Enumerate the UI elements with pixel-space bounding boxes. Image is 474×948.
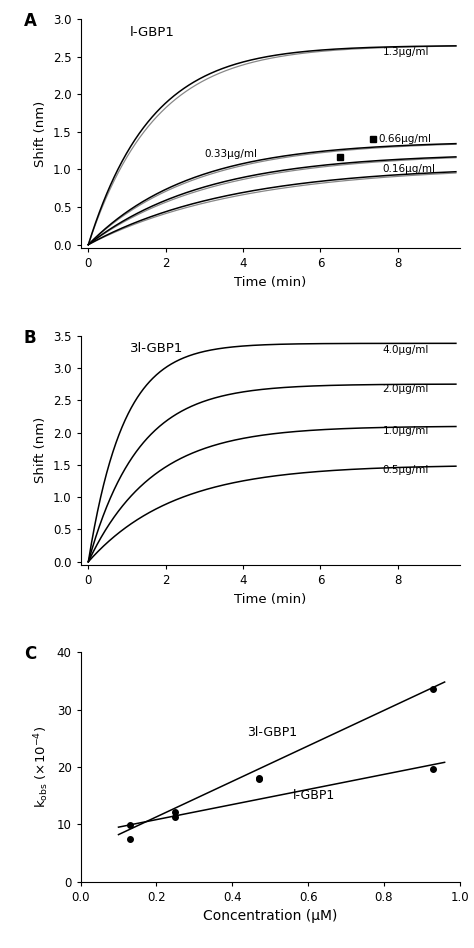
Text: 0.16μg/ml: 0.16μg/ml: [383, 164, 436, 173]
Text: 3l-GBP1: 3l-GBP1: [130, 342, 183, 356]
X-axis label: Time (min): Time (min): [234, 592, 306, 606]
Text: B: B: [24, 329, 36, 347]
X-axis label: Concentration (μM): Concentration (μM): [203, 909, 337, 923]
Text: 0.33μg/ml: 0.33μg/ml: [204, 149, 257, 158]
Y-axis label: k$_\mathrm{obs}$ (×10$^{-4}$): k$_\mathrm{obs}$ (×10$^{-4}$): [32, 726, 51, 808]
Text: A: A: [24, 12, 36, 30]
Text: 0.66μg/ml: 0.66μg/ml: [379, 134, 431, 143]
Text: C: C: [24, 646, 36, 664]
Text: 1.0μg/ml: 1.0μg/ml: [383, 427, 429, 436]
Text: l-GBP1: l-GBP1: [293, 789, 335, 802]
Text: 4.0μg/ml: 4.0μg/ml: [383, 345, 429, 355]
X-axis label: Time (min): Time (min): [234, 276, 306, 289]
Text: l-GBP1: l-GBP1: [130, 26, 175, 39]
Y-axis label: Shift (nm): Shift (nm): [35, 417, 47, 483]
Text: 2.0μg/ml: 2.0μg/ml: [383, 384, 429, 393]
Y-axis label: Shift (nm): Shift (nm): [35, 100, 47, 167]
Text: 1.3μg/ml: 1.3μg/ml: [383, 47, 429, 57]
Text: 0.5μg/ml: 0.5μg/ml: [383, 465, 429, 475]
Text: 3l-GBP1: 3l-GBP1: [247, 726, 298, 739]
